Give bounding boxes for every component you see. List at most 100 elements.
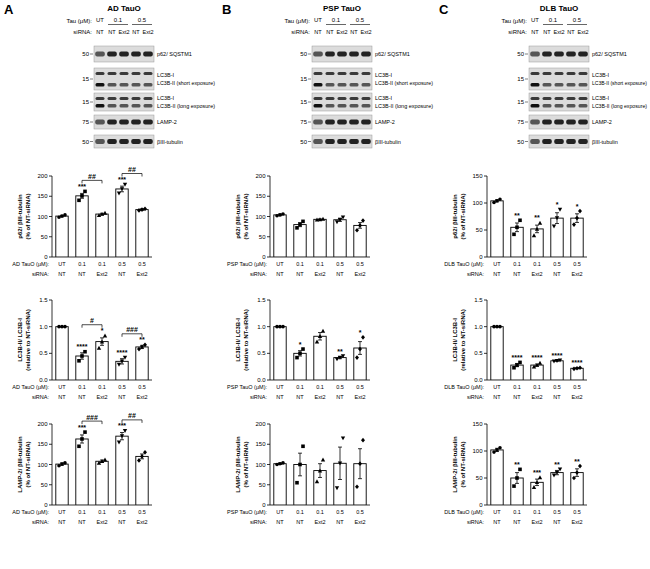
- mw-marker: 50: [300, 51, 307, 57]
- y-tick: [267, 196, 270, 197]
- band-label: LAMP-2: [375, 119, 395, 125]
- x-sub-tick-label: NT: [493, 394, 501, 400]
- data-point: [321, 217, 325, 221]
- y-tick: [267, 380, 270, 381]
- error-bar: [80, 435, 84, 443]
- x-sub-tick-label: NT: [118, 519, 126, 525]
- y-axis: [52, 300, 53, 380]
- blot-band: [579, 104, 588, 108]
- blot-strip: [529, 135, 589, 148]
- bar: [551, 473, 563, 505]
- blot-band: [349, 120, 359, 125]
- x-tick-label: 0.1: [78, 261, 86, 267]
- data-point: [281, 212, 285, 216]
- x-sub-label: siRNA:: [467, 271, 485, 277]
- x-tick-label: 0.1: [78, 509, 86, 515]
- mw-marker: 75: [82, 119, 89, 125]
- blot-band: [530, 120, 540, 125]
- y-tick-label: 1.0: [474, 324, 483, 330]
- blot-band: [543, 72, 552, 75]
- x-tick-label: 0.1: [533, 509, 541, 515]
- data-point: [301, 220, 305, 224]
- error-bar: [338, 447, 342, 479]
- x-sub-tick-label: NT: [296, 519, 304, 525]
- data-point: [495, 448, 499, 452]
- x-sub-tick-label: NT: [276, 394, 284, 400]
- blot-band: [108, 83, 117, 87]
- blot-band: [555, 97, 564, 100]
- x-tick-label: 0.5: [118, 261, 126, 267]
- blot-strip: [529, 46, 589, 62]
- y-axis-label: (% of NT-siRNA): [25, 194, 31, 240]
- band-label: LC3B-II (short exposure): [592, 80, 647, 86]
- y-axis-label: (% of NT-siRNA): [460, 194, 466, 240]
- y-axis-label: LAMP-2/ βIII-tubulin: [452, 436, 458, 493]
- data-point: [515, 476, 519, 480]
- y-tick-label: 0.5: [474, 350, 483, 356]
- mw-marker: 15: [300, 76, 307, 82]
- bar: [56, 327, 68, 380]
- y-tick-label: 0.0: [474, 377, 483, 383]
- data-point: [281, 325, 285, 329]
- data-point: [117, 192, 121, 196]
- data-point: [143, 206, 147, 211]
- tau-label: Tau (μM):: [502, 18, 528, 24]
- tau-group: 0.1: [332, 17, 341, 23]
- error-bar: [358, 449, 362, 479]
- y-tick-label: 0: [479, 254, 483, 260]
- y-axis-label: (% of NT-siRNA): [25, 442, 31, 488]
- y-tick: [484, 203, 487, 204]
- y-axis-label: (% of NT-siRNA): [243, 442, 249, 488]
- band-label: p62/ SQSTM1: [375, 51, 410, 57]
- data-point: [298, 223, 302, 227]
- y-tick: [484, 451, 487, 452]
- x-axis-label: PSP TauO (μM):: [227, 261, 267, 267]
- data-point: [143, 450, 147, 455]
- x-sub-tick-label: NT: [78, 271, 86, 277]
- blot-band: [338, 97, 347, 100]
- data-point: [341, 354, 345, 358]
- blot-strip: [529, 93, 589, 111]
- mw-marker: 50: [82, 139, 89, 145]
- y-tick-label: 0: [44, 254, 48, 260]
- data-point: [123, 356, 127, 360]
- bracket-label: ##: [128, 412, 136, 419]
- data-point: [318, 334, 322, 338]
- y-tick-label: 150: [255, 441, 266, 447]
- blot-band: [143, 120, 153, 125]
- bar: [76, 439, 88, 505]
- y-axis: [487, 176, 488, 257]
- bar: [274, 327, 286, 380]
- data-point: [552, 474, 556, 478]
- x-tick-label: UT: [58, 261, 66, 267]
- y-tick: [484, 353, 487, 354]
- x-tick-label: 0.5: [553, 509, 561, 515]
- x-sub-tick-label: NT: [336, 271, 344, 277]
- data-point: [361, 335, 365, 340]
- x-tick-label: 0.5: [138, 384, 146, 390]
- bar: [491, 201, 503, 257]
- bar: [56, 464, 68, 505]
- y-axis-label: p62/ βIII-tubulin: [17, 194, 23, 239]
- blot-band: [531, 104, 540, 108]
- x-axis-label: DLB TauO (μM):: [444, 509, 484, 515]
- y-tick: [49, 257, 52, 258]
- data-point: [578, 209, 582, 214]
- data-point: [80, 437, 84, 441]
- x-sub-label: siRNA:: [250, 519, 268, 525]
- tau-group: 0.5: [573, 17, 582, 23]
- blot-band: [567, 72, 576, 75]
- significance: ****: [552, 352, 563, 359]
- bracket-label: ###: [86, 414, 98, 421]
- error-bar: [298, 223, 302, 227]
- blot-band: [338, 104, 347, 108]
- bar: [116, 436, 128, 505]
- blot-band: [107, 52, 117, 57]
- x-tick-label: UT: [276, 261, 284, 267]
- significance: **: [534, 214, 540, 221]
- error-bar: [318, 333, 322, 340]
- y-tick-label: 0.0: [257, 377, 266, 383]
- y-tick-label: 150: [37, 193, 48, 199]
- blot-band: [543, 97, 552, 100]
- data-point: [83, 190, 87, 194]
